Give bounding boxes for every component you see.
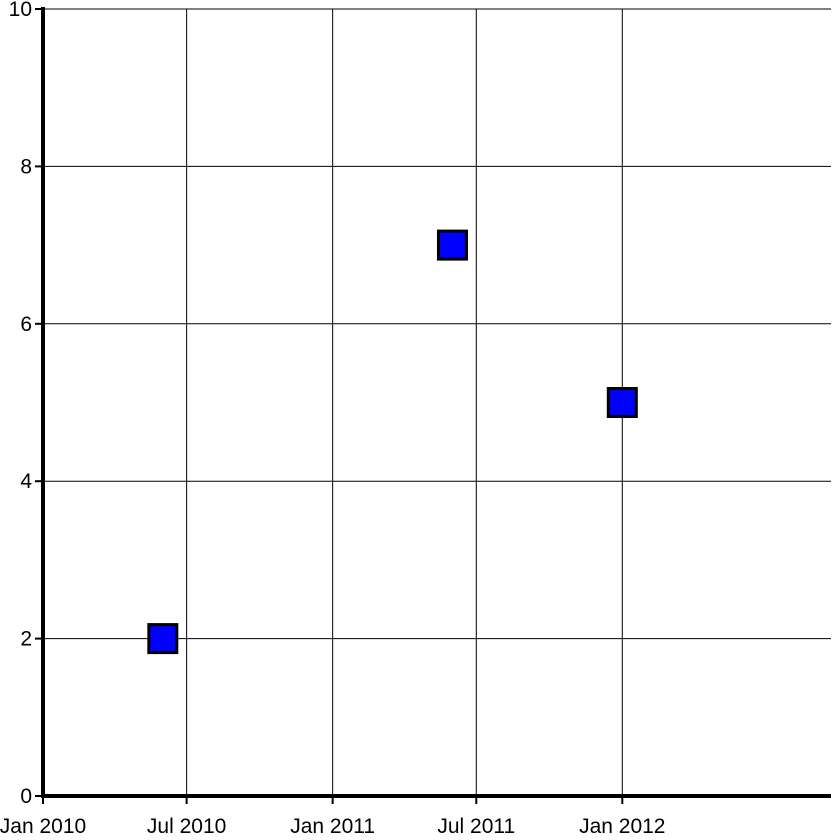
data-point [606,387,638,418]
x-tick-label: Jan 2010 [0,815,86,838]
data-point [436,229,468,261]
y-tick-label: 6 [20,313,32,336]
x-tick-label: Jan 2012 [579,815,665,838]
axes [41,7,831,798]
y-tick-label: 10 [9,0,32,21]
y-tick-label: 0 [20,785,32,808]
grid-lines [43,8,831,796]
x-tick-label: Jul 2010 [147,815,226,838]
data-point [147,623,179,655]
ticks: 0 2 4 6 8 10 Jan 2010 Jul 2010 Jan 2011 Jul 2011 J… [0,0,666,838]
data-points [147,229,638,655]
y-tick-label: 2 [20,628,32,651]
x-tick-label: Jul 2011 [437,815,515,838]
y-tick-label: 4 [20,470,32,493]
y-tick-label: 8 [20,155,32,178]
x-tick-label: Jan 2011 [290,815,375,838]
